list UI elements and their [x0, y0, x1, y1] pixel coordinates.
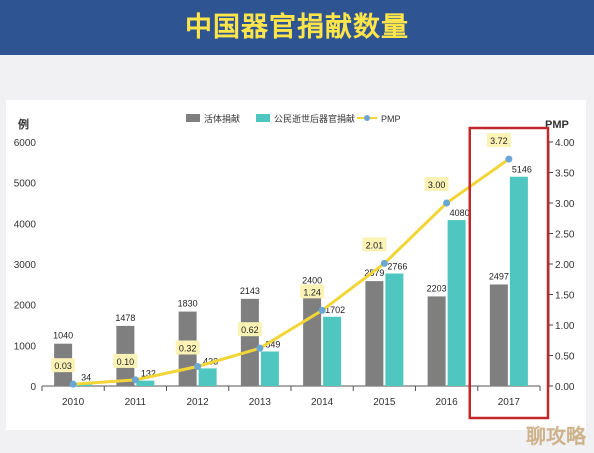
pmp-label-box [51, 358, 76, 373]
bar-deceased-label: 2766 [387, 262, 407, 272]
x-tick-label: 2013 [249, 397, 272, 408]
y2-tick-label: 1.50 [555, 291, 575, 302]
y-tick-label: 2000 [14, 301, 37, 312]
x-tick-label: 2016 [436, 397, 459, 408]
x-tick-label: 2010 [62, 397, 85, 408]
y-tick-label: 6000 [14, 138, 37, 149]
legend-label-pmp: PMP [381, 114, 401, 124]
watermark-text: 聊攻略 [526, 424, 586, 448]
pmp-label: 0.32 [179, 343, 197, 353]
pmp-line [72, 157, 510, 386]
pmp-point [194, 362, 202, 370]
pmp-label-box [113, 353, 138, 368]
legend-swatch-living [186, 114, 200, 122]
y2-tick-label: 2.50 [555, 230, 575, 241]
title-banner [0, 0, 594, 55]
pmp-point [131, 376, 139, 384]
pmp-point [380, 259, 388, 267]
bar-living [365, 281, 384, 386]
bar-deceased-label: 849 [265, 339, 280, 349]
pmp-label-box [300, 284, 325, 299]
pmp-label: 0.62 [241, 325, 259, 335]
bar-deceased [260, 351, 279, 386]
y-tick-label: 0 [30, 382, 36, 393]
x-tick-label: 2012 [187, 397, 210, 408]
bar-deceased [136, 380, 155, 386]
bar-deceased [447, 220, 466, 386]
y2-tick-label: 0.50 [555, 352, 575, 363]
bar-deceased [198, 368, 217, 386]
bar-living-label: 1830 [178, 299, 198, 309]
chart-panel [6, 100, 586, 430]
y2-tick-label: 1.00 [555, 321, 575, 332]
bar-deceased [385, 273, 404, 386]
y2-tick-label: 4.00 [555, 138, 575, 149]
y-tick-label: 4000 [14, 219, 37, 230]
x-tick-label: 2015 [373, 397, 396, 408]
bar-living-label: 1040 [53, 331, 73, 341]
legend-label-deceased: 公民逝世后器官捐献 [274, 113, 355, 124]
legend-swatch-pmp-marker [364, 115, 370, 121]
y-tick-label: 1000 [14, 341, 37, 352]
y-tick-label: 3000 [14, 260, 37, 271]
bar-deceased [74, 384, 93, 386]
pmp-label-box [424, 177, 449, 191]
legend-swatch-deceased [256, 114, 270, 122]
bar-deceased-label: 5146 [512, 165, 532, 175]
pmp-point [256, 344, 264, 352]
pmp-label-box [175, 340, 200, 355]
x-tick-label: 2011 [125, 397, 147, 408]
pmp-label-box [362, 237, 387, 252]
x-tick-label: 2014 [311, 397, 334, 408]
pmp-point [69, 380, 77, 388]
bar-living [427, 296, 446, 386]
pmp-label: 0.03 [54, 361, 72, 371]
pmp-label: 2.01 [366, 240, 384, 250]
bar-living [240, 298, 259, 386]
pmp-label-box [237, 322, 262, 337]
bar-deceased-label: 1702 [325, 305, 345, 315]
bar-deceased [509, 176, 528, 386]
y2-axis-label: PMP [545, 119, 569, 131]
bar-deceased-label: 4080 [450, 208, 470, 218]
y2-tick-label: 0.00 [555, 382, 575, 393]
pmp-label: 0.10 [117, 357, 135, 367]
y2-tick-label: 3.00 [555, 199, 575, 210]
bar-deceased [323, 316, 342, 386]
pmp-label-box [486, 133, 511, 148]
pmp-point [443, 199, 451, 207]
x-tick-label: 2017 [498, 397, 521, 408]
bar-living-label: 2400 [302, 275, 322, 285]
bar-deceased-label: 132 [141, 369, 156, 379]
pmp-label: 1.24 [303, 287, 321, 297]
legend-label-living: 活体捐献 [204, 113, 240, 124]
bar-living-label: 2203 [427, 283, 447, 293]
y2-tick-label: 2.00 [555, 260, 575, 271]
page-title: 中国器官捐献数量 [185, 12, 409, 43]
pmp-point [318, 306, 326, 314]
bar-living-label: 2143 [240, 286, 260, 296]
bar-deceased-label: 34 [81, 373, 91, 383]
bar-living-label: 1478 [115, 313, 135, 323]
bar-living-label: 2497 [489, 271, 509, 281]
bar-living-label: 2579 [364, 268, 384, 278]
pmp-point [505, 155, 513, 163]
bar-living [489, 284, 508, 386]
pmp-label: 3.00 [428, 180, 446, 190]
y-tick-label: 5000 [14, 179, 37, 190]
pmp-label: 3.72 [490, 136, 508, 146]
highlight-frame-2017 [468, 126, 550, 420]
y-axis-label: 例 [18, 117, 29, 131]
y2-tick-label: 3.50 [555, 169, 575, 180]
bar-living [303, 288, 322, 386]
